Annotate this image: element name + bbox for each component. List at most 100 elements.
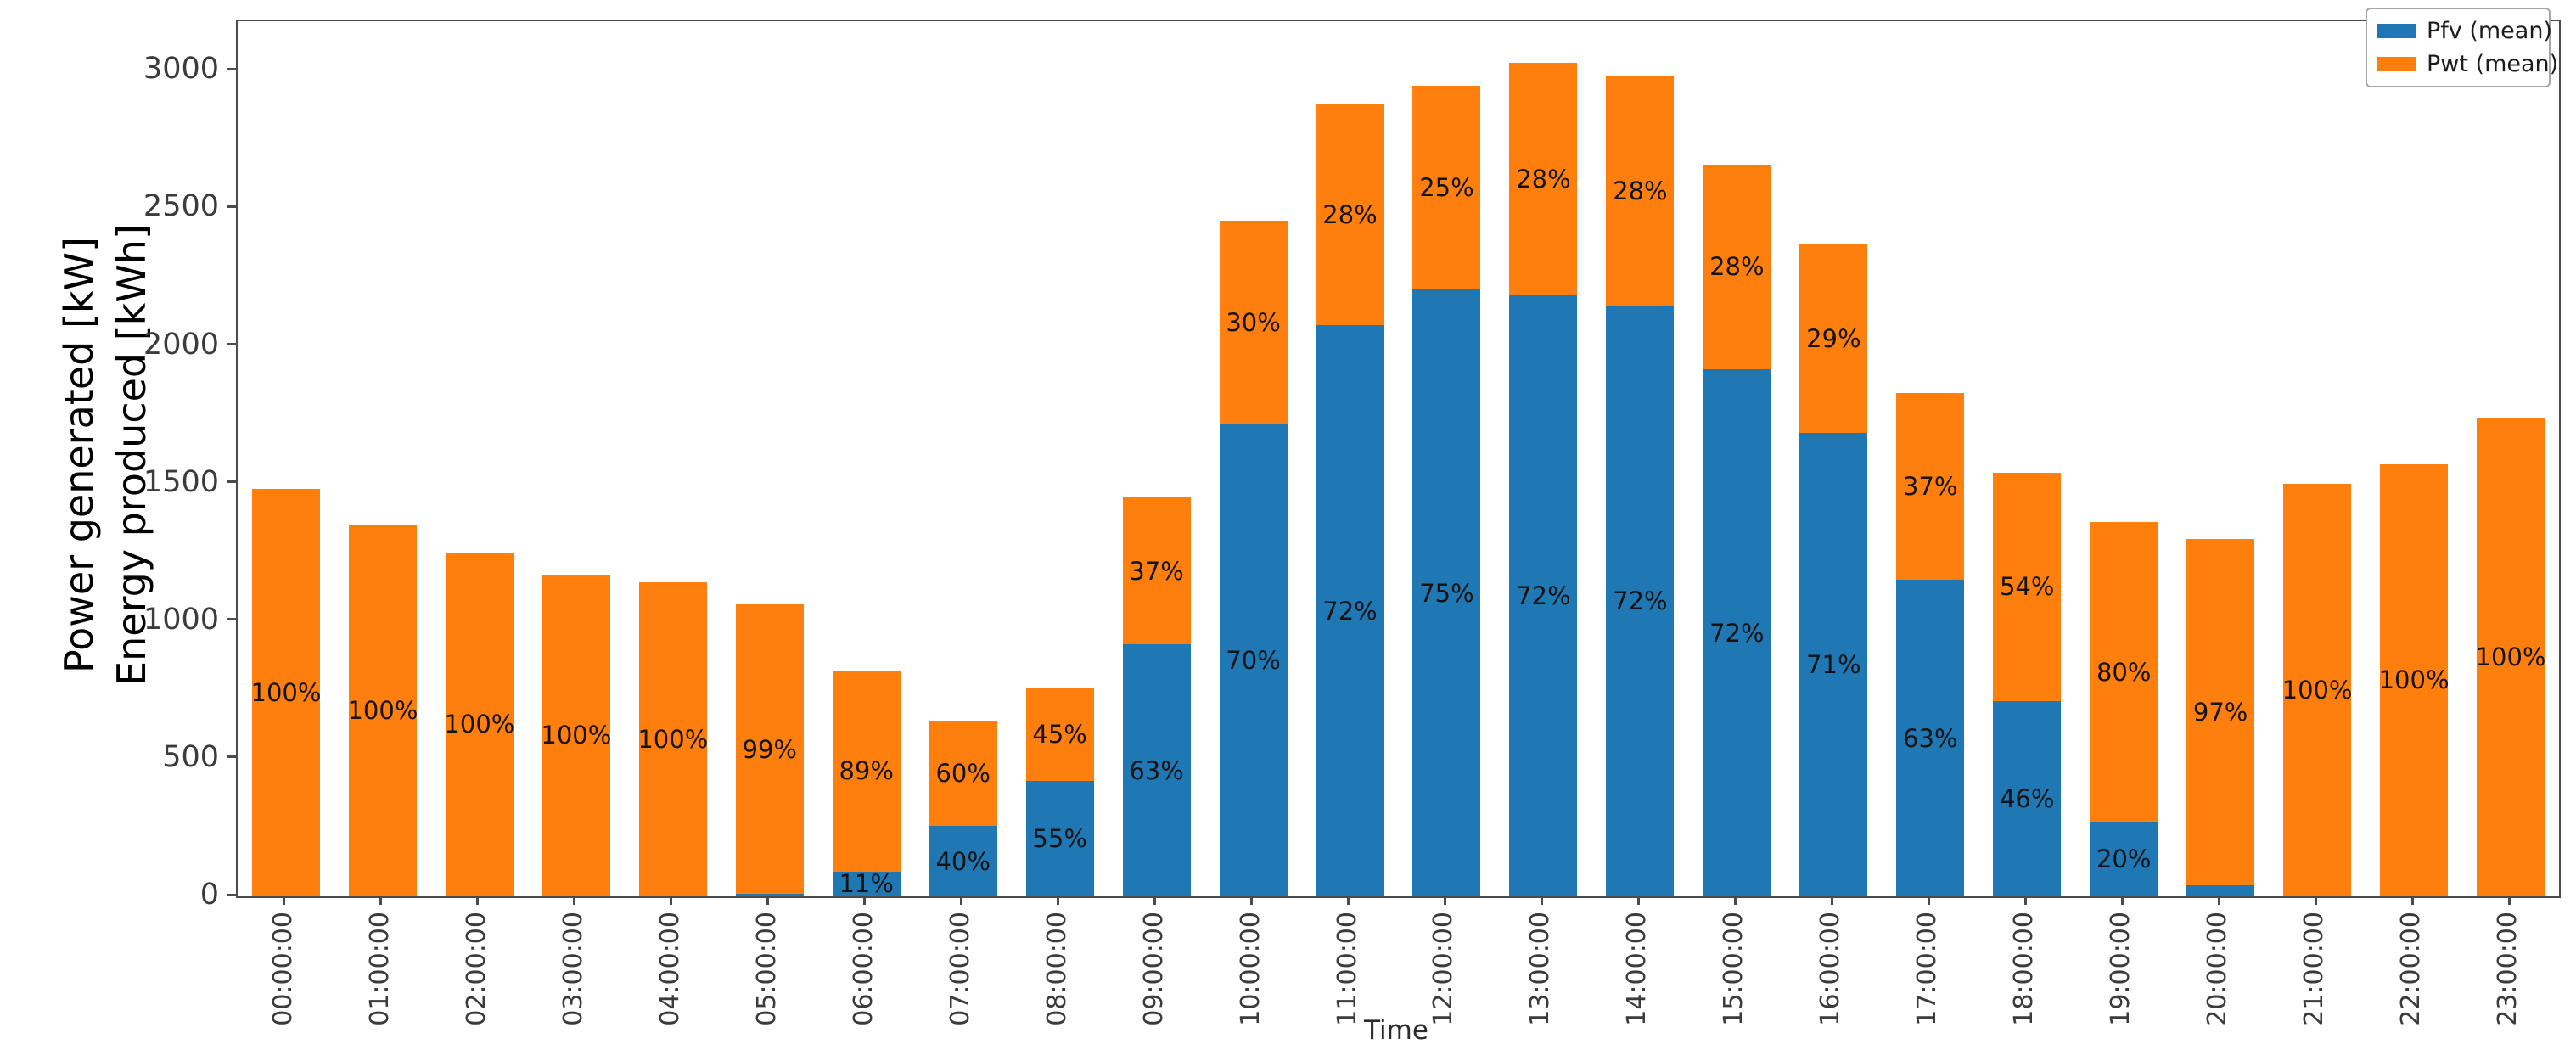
bar-segment-pwt bbox=[445, 552, 514, 896]
bar-segment-pfv bbox=[832, 871, 901, 896]
y-tick-label: 3000 bbox=[143, 52, 219, 87]
bar-label-pfv: 72% bbox=[1322, 596, 1378, 626]
bar-segment-pwt bbox=[2380, 463, 2449, 896]
bar-segment-pfv bbox=[1509, 295, 1578, 896]
y-tick-mark bbox=[227, 67, 236, 70]
bar-segment-pwt bbox=[1509, 62, 1578, 295]
bar-segment-pfv bbox=[1219, 424, 1288, 896]
bar-label-pwt: 89% bbox=[839, 756, 894, 786]
y-tick-mark bbox=[227, 480, 236, 484]
x-tick-label: 14:00:00 bbox=[1622, 912, 1653, 1026]
x-tick-mark bbox=[960, 896, 963, 905]
bar-segment-pfv bbox=[1025, 780, 1094, 896]
x-tick-mark bbox=[1830, 896, 1833, 905]
x-tick-mark bbox=[1443, 896, 1446, 905]
bar-segment-pfv bbox=[1606, 306, 1675, 896]
legend: Pfv (mean) Pwt (mean) bbox=[2366, 8, 2558, 87]
x-tick-label: 01:00:00 bbox=[364, 912, 395, 1026]
x-tick-mark bbox=[2120, 896, 2124, 905]
bar-segment-pwt bbox=[2186, 538, 2255, 886]
x-tick-label: 17:00:00 bbox=[1912, 912, 1943, 1026]
bar-label-pfv: 55% bbox=[1032, 823, 1087, 853]
x-tick-mark bbox=[2023, 896, 2027, 905]
plot-area: 100% 100% 100% 100% 100% 99% 11% 89% 40% 60% 55% 45… bbox=[236, 20, 2561, 898]
bar-segment-pwt bbox=[1896, 392, 1965, 581]
y-tick-label: 1500 bbox=[143, 464, 219, 499]
bar-segment-pfv bbox=[735, 893, 804, 896]
x-tick-mark bbox=[379, 896, 383, 905]
bar-label-pwt: 100% bbox=[2281, 675, 2353, 705]
bar-label-pwt: 97% bbox=[2192, 697, 2248, 727]
x-tick-label: 20:00:00 bbox=[2203, 912, 2233, 1026]
x-tick-label: 21:00:00 bbox=[2299, 912, 2330, 1026]
y-tick-label: 2000 bbox=[143, 327, 219, 362]
y-tick-mark bbox=[227, 205, 236, 208]
x-tick-mark bbox=[670, 896, 673, 905]
bar-label-pwt: 100% bbox=[541, 721, 612, 750]
bar-segment-pwt bbox=[1993, 472, 2062, 701]
bar-segment-pwt bbox=[2090, 522, 2158, 822]
bar-label-pfv: 20% bbox=[2096, 845, 2152, 874]
x-tick-mark bbox=[863, 896, 867, 905]
bar-label-pwt: 37% bbox=[1129, 556, 1184, 586]
bar-label-pfv: 70% bbox=[1226, 645, 1281, 675]
x-tick-mark bbox=[1927, 896, 1930, 905]
bar-segment-pwt bbox=[1703, 164, 1771, 370]
legend-label-pwt: Pwt (mean) bbox=[2427, 51, 2559, 77]
x-tick-label: 19:00:00 bbox=[2106, 912, 2136, 1026]
bar-label-pwt: 100% bbox=[250, 678, 322, 708]
x-tick-mark bbox=[2410, 896, 2414, 905]
x-tick-label: 04:00:00 bbox=[654, 912, 685, 1026]
x-tick-label: 09:00:00 bbox=[1138, 912, 1169, 1026]
x-tick-mark bbox=[1540, 896, 1543, 905]
x-tick-label: 16:00:00 bbox=[1816, 912, 1846, 1026]
bar-label-pwt: 37% bbox=[1903, 471, 1958, 501]
bar-label-pfv: 63% bbox=[1129, 755, 1184, 785]
bar-segment-pwt bbox=[735, 604, 804, 894]
bar-segment-pfv bbox=[2186, 885, 2255, 896]
x-tick-label: 03:00:00 bbox=[558, 912, 588, 1026]
bar-label-pwt: 100% bbox=[2378, 665, 2450, 695]
x-tick-label: 11:00:00 bbox=[1332, 912, 1362, 1026]
bar-label-pfv: 46% bbox=[1999, 783, 2055, 813]
x-tick-label: 07:00:00 bbox=[945, 912, 975, 1026]
legend-item-pfv: Pfv (mean) bbox=[2377, 18, 2552, 44]
bar-segment-pfv bbox=[1122, 644, 1191, 896]
bar-segment-pwt bbox=[1799, 244, 1868, 433]
x-tick-mark bbox=[1250, 896, 1254, 905]
bar-label-pwt: 28% bbox=[1516, 164, 1571, 194]
bar-segment-pfv bbox=[1412, 289, 1481, 896]
x-tick-label: 23:00:00 bbox=[2493, 912, 2523, 1026]
x-tick-label: 15:00:00 bbox=[1719, 912, 1749, 1026]
pfv-legend-swatch-icon bbox=[2377, 24, 2416, 38]
bar-label-pwt: 100% bbox=[2475, 642, 2546, 671]
y-tick-label: 0 bbox=[199, 878, 219, 912]
y-axis-label: Power generated [kW] Energy produced [kWh… bbox=[53, 132, 163, 778]
x-tick-mark bbox=[1347, 896, 1350, 905]
x-tick-label: 13:00:00 bbox=[1525, 912, 1556, 1026]
x-axis-title: Time bbox=[1364, 1015, 1428, 1046]
bar-segment-pwt bbox=[1412, 86, 1481, 290]
bar-segment-pwt bbox=[348, 525, 417, 896]
bar-segment-pwt bbox=[929, 720, 997, 827]
bar-label-pwt: 28% bbox=[1709, 252, 1765, 282]
bar-segment-pwt bbox=[1122, 497, 1191, 645]
bar-label-pwt: 100% bbox=[637, 725, 709, 755]
bar-label-pwt: 29% bbox=[1806, 323, 1861, 353]
bar-label-pfv: 40% bbox=[935, 846, 991, 876]
x-tick-mark bbox=[1153, 896, 1157, 905]
bar-label-pfv: 72% bbox=[1613, 587, 1668, 616]
bar-label-pwt: 28% bbox=[1613, 177, 1668, 206]
bar-label-pwt: 99% bbox=[742, 734, 797, 764]
x-tick-label: 06:00:00 bbox=[848, 912, 878, 1026]
bar-label-pwt: 28% bbox=[1322, 199, 1378, 229]
bar-label-pwt: 54% bbox=[1999, 572, 2055, 602]
bar-segment-pwt bbox=[638, 582, 707, 896]
bar-segment-pwt bbox=[2477, 417, 2545, 896]
x-tick-label: 22:00:00 bbox=[2396, 912, 2427, 1026]
bar-segment-pwt bbox=[832, 671, 901, 872]
bar-label-pwt: 30% bbox=[1226, 308, 1281, 337]
bar-segment-pwt bbox=[542, 574, 610, 896]
bar-segment-pwt bbox=[1219, 221, 1288, 424]
